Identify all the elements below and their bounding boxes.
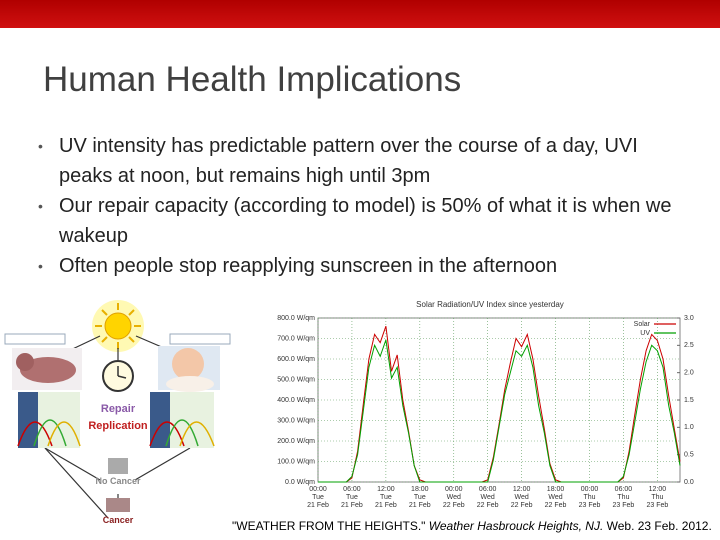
x-tick-label: 12:00 Wed 22 Feb (511, 486, 533, 509)
citation: "WEATHER FROM THE HEIGHTS." Weather Hasb… (232, 519, 712, 533)
slide-title: Human Health Implications (43, 60, 462, 99)
rhythm-graph (17, 392, 215, 448)
y-tick-label: 200.0 W/qm (277, 438, 315, 445)
x-tick-label: 12:00 Thu 23 Feb (646, 486, 668, 509)
top-bar (0, 0, 720, 28)
citation-text: "WEATHER FROM THE HEIGHTS." (232, 519, 426, 533)
y2-tick-label: 0.5 (684, 452, 694, 459)
citation-text: Web. 23 Feb. 2012. (606, 519, 712, 533)
y-tick-label: 100.0 W/qm (277, 458, 315, 465)
citation-source: Weather Hasbrouck Heights, NJ. (428, 519, 604, 533)
y2-tick-label: 1.5 (684, 397, 694, 404)
y-tick-label: 300.0 W/qm (277, 417, 315, 424)
y2-tick-label: 0.0 (684, 479, 694, 486)
x-tick-label: 00:00 Wed 22 Feb (443, 486, 465, 509)
y-tick-label: 600.0 W/qm (277, 356, 315, 363)
diagram-label: No Cancer (95, 476, 141, 486)
mouse-image (12, 348, 82, 390)
y2-tick-label: 2.5 (684, 342, 694, 349)
diagram-label: Repair (101, 403, 136, 415)
sun (92, 300, 144, 352)
y-tick-label: 800.0 W/qm (277, 315, 315, 322)
legend-label: UV (640, 330, 650, 337)
uv-sign (4, 333, 231, 345)
x-tick-label: 18:00 Wed 22 Feb (545, 486, 567, 509)
y2-tick-label: 2.0 (684, 370, 694, 377)
arrows (44, 335, 191, 519)
x-tick-label: 06:00 Tue 21 Feb (341, 486, 363, 509)
x-tick-label: 06:00 Wed 22 Feb (477, 486, 499, 509)
x-tick-label: 00:00 Tue 21 Feb (307, 486, 329, 509)
diagram: Repair Replication No Cancer Cancer (4, 300, 231, 525)
clock (102, 360, 134, 392)
x-tick-label: 06:00 Thu 23 Feb (613, 486, 635, 509)
x-tick-label: 12:00 Tue 21 Feb (375, 486, 397, 509)
baby-image (158, 346, 220, 392)
y-tick-label: 700.0 W/qm (277, 335, 315, 342)
chart-title: Solar Radiation/UV Index since yesterday (416, 300, 564, 309)
bullet-list: UV intensity has predictable pattern ove… (38, 131, 678, 281)
bullet: UV intensity has predictable pattern ove… (38, 131, 678, 191)
bullet: Our repair capacity (according to model)… (38, 191, 678, 251)
y2-tick-label: 1.0 (684, 424, 694, 431)
y-tick-label: 400.0 W/qm (277, 397, 315, 404)
y2-tick-label: 3.0 (684, 315, 694, 322)
diagram-label: Replication (88, 420, 148, 432)
y-tick-label: 0.0 W/qm (285, 479, 315, 486)
diagram-label: Cancer (103, 515, 134, 525)
bullet: Often people stop reapplying sunscreen i… (38, 251, 678, 281)
dna-icon (106, 458, 130, 512)
x-tick-label: 18:00 Tue 21 Feb (409, 486, 431, 509)
legend-label: Solar (634, 321, 651, 328)
x-tick-label: 00:00 Thu 23 Feb (579, 486, 601, 509)
data-line (318, 339, 681, 483)
chart: Solar Radiation/UV Index since yesterday… (260, 294, 720, 520)
y-tick-label: 500.0 W/qm (277, 376, 315, 383)
